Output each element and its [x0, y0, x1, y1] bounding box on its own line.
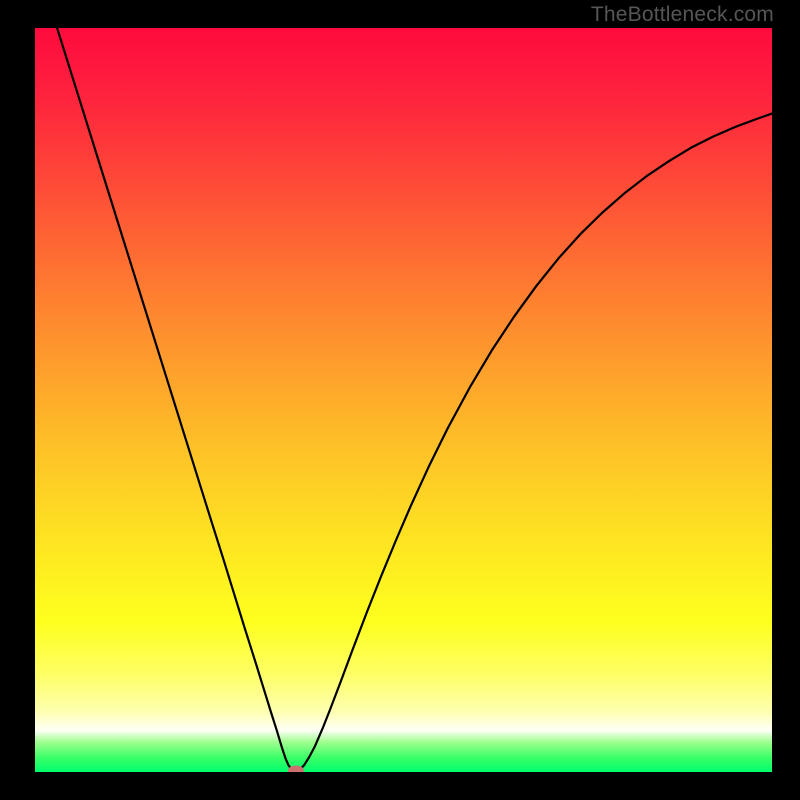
bottleneck-curve	[57, 28, 772, 771]
curve-svg	[35, 28, 772, 772]
plot-area	[35, 28, 772, 772]
watermark-text: TheBottleneck.com	[591, 3, 774, 27]
